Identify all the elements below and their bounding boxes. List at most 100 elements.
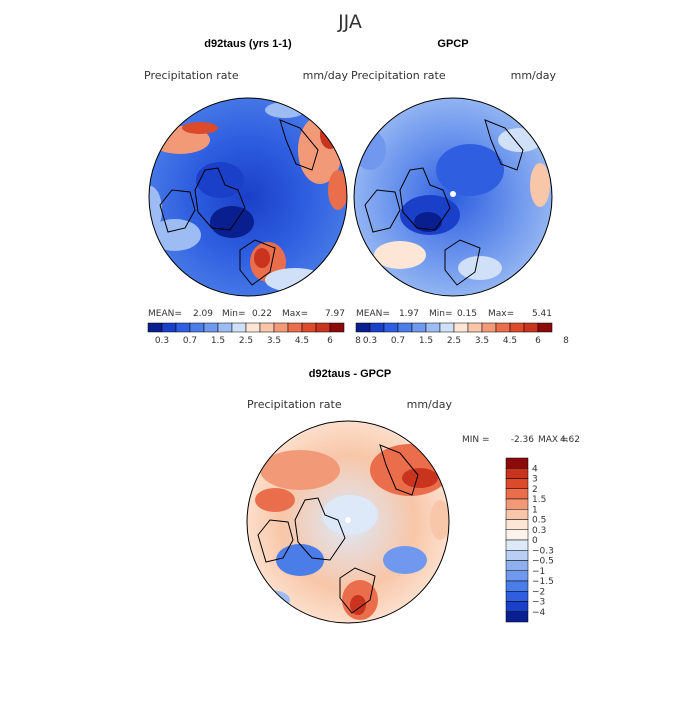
colorbar-d-tick-label: −1 — [532, 567, 545, 577]
stat-d-max-label: MAX = — [538, 435, 569, 445]
colorbar-b-swatch — [537, 322, 553, 333]
stat-b-min-label: Min= — [429, 309, 453, 319]
colorbar-d-swatch — [505, 539, 529, 551]
colorbar-d-swatch — [505, 591, 529, 602]
colorbar-a: 0.3 0.7 1.5 2.5 3.5 4.5 6 8 — [147, 322, 361, 346]
colorbar-b-tick-label: 3.5 — [475, 336, 489, 346]
colorbar-b-swatch — [425, 322, 441, 333]
stat-a-max-label: Max= — [282, 309, 308, 319]
stat-b-max: 5.41 — [532, 309, 552, 319]
stat-b-mean-label: MEAN= — [356, 309, 390, 319]
stat-b-max-label: Max= — [488, 309, 514, 319]
colorbar-d-tick-label: 1 — [532, 505, 538, 515]
colorbar-a-swatch — [175, 322, 191, 333]
colorbar-b-swatch — [355, 322, 371, 333]
colorbar-d-tick-label: 2 — [532, 485, 538, 495]
panel-b-title: GPCP — [437, 38, 468, 50]
colorbar-d-tick-label: −0.3 — [532, 546, 554, 556]
colorbar-a-swatch — [287, 322, 303, 333]
panel-d-stats: MIN = -2.36 MAX = 4.62 — [462, 435, 580, 445]
stat-a-mean-label: MEAN= — [148, 309, 182, 319]
panel-a-fields — [149, 102, 347, 292]
colorbar-b-swatch — [481, 322, 497, 333]
colorbar-d-tick-label: 0.5 — [532, 516, 546, 526]
stat-b-min: 0.15 — [457, 309, 477, 319]
colorbar-a-tick-label: 4.5 — [295, 336, 309, 346]
colorbar-b-tick-label: 0.7 — [391, 336, 405, 346]
panel-a-units: mm/day — [303, 69, 349, 82]
colorbar-d-swatch — [505, 570, 529, 582]
colorbar-b-swatch — [411, 322, 427, 333]
colorbar-d-tick-label: 4 — [532, 464, 538, 474]
panel-d-map — [246, 420, 450, 624]
colorbar-a-tick-label: 2.5 — [239, 336, 253, 346]
panel-b-variable: Precipitation rate — [351, 69, 446, 82]
stat-d-min: -2.36 — [511, 435, 535, 445]
colorbar-d-swatch — [505, 488, 529, 500]
colorbar-d-swatch — [505, 550, 529, 561]
colorbar-d-swatch — [505, 498, 529, 510]
colorbar-b-swatch — [509, 322, 525, 333]
colorbar-b-tick-label: 2.5 — [447, 336, 461, 346]
panel-d-units: mm/day — [407, 398, 453, 411]
colorbar-d-swatch — [505, 601, 529, 612]
panel-b-fields — [354, 119, 550, 286]
stat-a-min: 0.22 — [252, 309, 272, 319]
colorbar-d-swatch — [505, 529, 529, 541]
stat-a-mean: 2.09 — [193, 309, 213, 319]
colorbar-a-swatch — [315, 322, 331, 333]
colorbar-a-tick-label: 0.3 — [155, 336, 169, 346]
colorbar-d-swatch — [505, 478, 529, 489]
colorbar-a-swatch — [259, 322, 275, 333]
colorbar-b-swatch — [523, 322, 539, 333]
colorbar-a-swatch — [245, 322, 261, 333]
panel-b-stats: MEAN= 1.97 Min= 0.15 Max= 5.41 — [356, 309, 552, 319]
colorbar-d-swatch — [505, 611, 529, 623]
colorbar-b-tick-label: 4.5 — [503, 336, 517, 346]
colorbar-d-swatch — [505, 457, 529, 469]
stat-b-mean: 1.97 — [399, 309, 419, 319]
colorbar-b-swatch — [383, 322, 399, 333]
colorbar-d-swatch — [505, 580, 529, 592]
colorbar-a-swatch — [147, 322, 163, 333]
colorbar-d-tick-label: 0 — [532, 536, 538, 546]
colorbar-a-tick-label: 1.5 — [211, 336, 225, 346]
colorbar-d-swatch — [505, 468, 529, 479]
colorbar-d-tick-label: 3 — [532, 475, 538, 485]
colorbar-d-swatch — [505, 560, 529, 571]
stat-d-min-label: MIN = — [462, 435, 490, 445]
colorbar-b-tick-label: 1.5 — [419, 336, 433, 346]
colorbar-a-swatch — [203, 322, 219, 333]
colorbar-d-tick-label: −4 — [532, 608, 546, 618]
colorbar-d-tick-label: −1.5 — [532, 577, 554, 587]
colorbar-d-tick-label: −2 — [532, 587, 545, 597]
colorbar-b-tick-label: 0.3 — [363, 336, 377, 346]
colorbar-a-swatch — [189, 322, 205, 333]
panel-a-variable: Precipitation rate — [144, 69, 239, 82]
panel-d-variable: Precipitation rate — [247, 398, 342, 411]
panel-d-title: d92taus - GPCP — [309, 368, 392, 380]
colorbar-a-swatch — [217, 322, 233, 333]
colorbar-d-swatch — [505, 509, 529, 520]
colorbar-a-swatch — [329, 322, 345, 333]
colorbar-d-tick-label: −0.5 — [532, 557, 554, 567]
panel-a-stats: MEAN= 2.09 Min= 0.22 Max= 7.97 — [148, 309, 345, 319]
colorbar-a-tick-label: 0.7 — [183, 336, 197, 346]
colorbar-b-tick-label: 8 — [563, 336, 569, 346]
stat-d-max: 4.62 — [560, 435, 580, 445]
colorbar-a-tick-label: 8 — [355, 336, 361, 346]
panel-a-title: d92taus (yrs 1-1) — [204, 38, 292, 50]
panel-b-units: mm/day — [511, 69, 557, 82]
colorbar-b-tick-label: 6 — [535, 336, 541, 346]
colorbar-b-swatch — [453, 322, 469, 333]
panel-d-fields — [250, 444, 449, 620]
colorbar-b-swatch — [439, 322, 455, 333]
colorbar-d-tick-label: 0.3 — [532, 526, 546, 536]
colorbar-b-swatch — [369, 322, 385, 333]
colorbar-a-swatch — [301, 322, 317, 333]
colorbar-b-swatch — [397, 322, 413, 333]
colorbar-b-swatch — [467, 322, 483, 333]
colorbar-d-swatch — [505, 519, 529, 530]
panel-b-map — [353, 97, 553, 297]
